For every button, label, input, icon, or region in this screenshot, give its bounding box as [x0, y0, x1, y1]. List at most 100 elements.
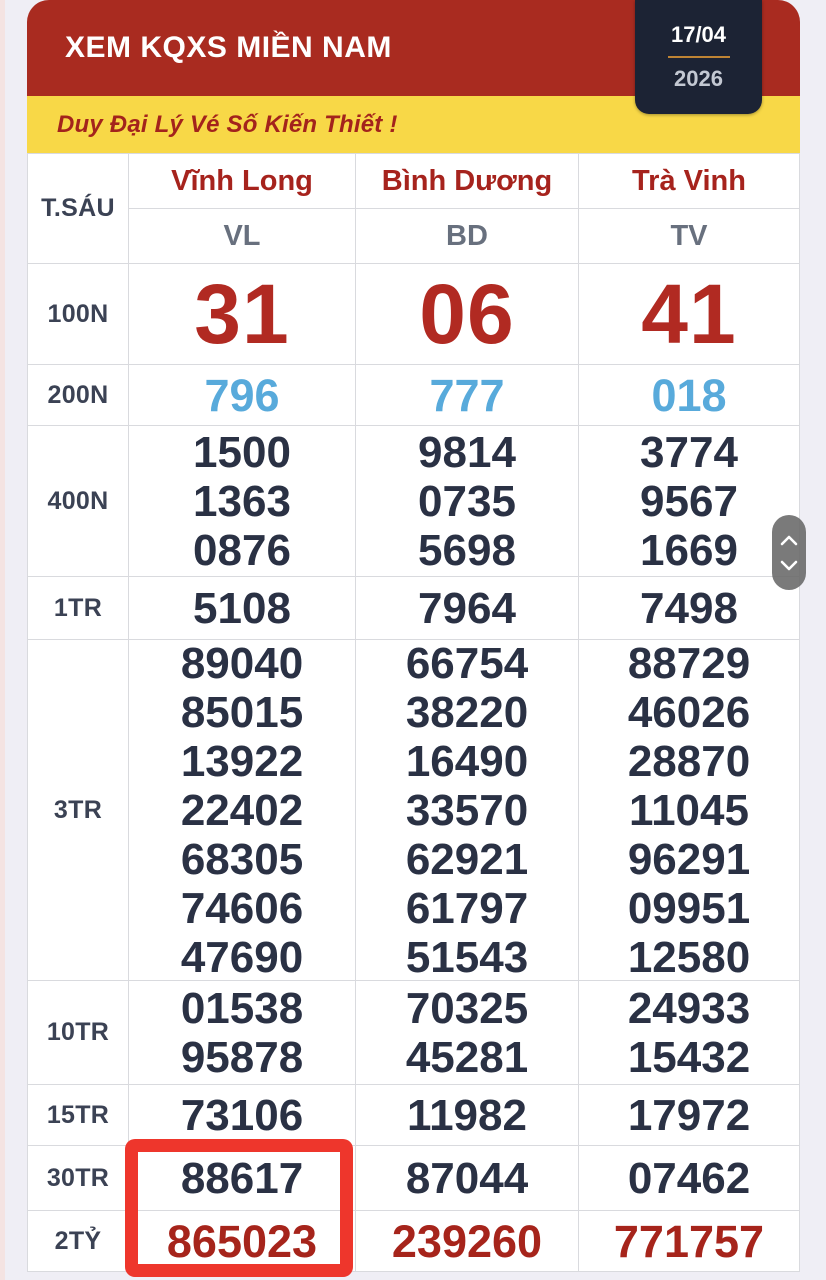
cell-text: Trà Vinh	[632, 164, 746, 197]
result-cell-BD-200N: 777	[356, 365, 578, 425]
result-number: 11982	[407, 1090, 527, 1140]
cell-text: 2TỶ	[54, 1226, 102, 1255]
result-number: 11045	[629, 785, 749, 835]
result-number: 239260	[391, 1215, 543, 1267]
result-number: 07462	[627, 1153, 751, 1203]
result-cell-VL-30TR: 88617	[129, 1146, 355, 1210]
result-number: 87044	[405, 1153, 529, 1203]
result-number: 47690	[180, 932, 304, 981]
result-number: 89040	[180, 640, 304, 688]
prize-label-15TR: 15TR	[28, 1085, 128, 1145]
date-day: 17/04	[670, 22, 727, 47]
result-number: 66754	[405, 640, 529, 688]
result-number: 771757	[613, 1215, 765, 1267]
result-number: 70325	[405, 983, 529, 1033]
cell-text: BD	[446, 219, 488, 252]
result-number: 96291	[627, 834, 751, 884]
prize-label-100N: 100N	[28, 264, 128, 364]
province-name-TV: Trà Vinh	[579, 154, 799, 208]
result-number: 73106	[180, 1090, 304, 1140]
result-number: 45281	[405, 1032, 529, 1082]
scroll-widget[interactable]	[772, 515, 806, 590]
result-number: 38220	[405, 687, 529, 737]
cell-text: VL	[223, 219, 261, 252]
cell-text: Bình Dương	[381, 164, 553, 197]
chevron-up-icon[interactable]	[780, 535, 798, 546]
result-number: 51543	[405, 932, 529, 981]
province-code-VL: VL	[129, 209, 355, 263]
promo-banner: Duy Đại Lý Vé Số Kiến Thiết !	[27, 96, 800, 153]
result-number: 865023	[166, 1215, 318, 1267]
chevron-down-icon[interactable]	[780, 560, 798, 571]
result-number: 17972	[627, 1090, 751, 1140]
result-number: 09951	[627, 883, 751, 933]
result-cell-BD-30TR: 87044	[356, 1146, 578, 1210]
result-cell-VL-1TR: 5108	[129, 577, 355, 639]
result-number: 88729	[627, 640, 751, 688]
result-number: 0876	[193, 525, 291, 575]
result-number: 68305	[180, 834, 304, 884]
result-number: 62921	[405, 834, 529, 884]
province-code-TV: TV	[579, 209, 799, 263]
result-number: 16490	[405, 736, 529, 786]
result-cell-TV-100N: 41	[579, 264, 799, 364]
cell-text: 30TR	[46, 1163, 110, 1192]
cell-text: T.SÁU	[41, 194, 115, 222]
result-cell-TV-200N: 018	[579, 365, 799, 425]
result-number: 7964	[418, 583, 516, 633]
result-cell-BD-3TR: 66754 38220 16490 33570 62921 61797 51543	[356, 640, 578, 980]
result-cell-TV-1TR: 7498	[579, 577, 799, 639]
result-number: 95878	[180, 1032, 304, 1082]
lottery-results-card: XEM KQXS MIỀN NAM 17/04 2026 Duy Đại Lý …	[27, 0, 800, 1272]
result-number: 06	[419, 267, 515, 361]
result-number: 88617	[180, 1153, 304, 1203]
result-number: 46026	[627, 687, 751, 737]
result-cell-TV-3TR: 88729 46026 28870 11045 96291 09951 12580	[579, 640, 799, 980]
result-number: 13922	[180, 736, 304, 786]
prize-label-200N: 200N	[28, 365, 128, 425]
result-cell-BD-10TR: 70325 45281	[356, 981, 578, 1084]
prize-label-3TR: 3TR	[28, 640, 128, 980]
result-number: 01538	[180, 983, 304, 1033]
results-table: T.SÁU Vĩnh Long Bình Dương Trà Vinh VL BD TV 10…	[27, 153, 800, 1272]
result-cell-VL-200N: 796	[129, 365, 355, 425]
result-number: 85015	[180, 687, 304, 737]
result-number: 5108	[193, 583, 291, 633]
result-cell-BD-2TỶ: 239260	[356, 1211, 578, 1271]
result-cell-VL-3TR: 89040 85015 13922 22402 68305 74606 47690	[129, 640, 355, 980]
cell-text: 10TR	[46, 1018, 110, 1046]
result-number: 22402	[180, 785, 304, 835]
result-number: 12580	[627, 932, 751, 981]
result-cell-TV-400N: 3774 9567 1669	[579, 426, 799, 576]
province-code-BD: BD	[356, 209, 578, 263]
prize-label-400N: 400N	[28, 426, 128, 576]
page-left-strip	[0, 0, 5, 1280]
date-divider	[667, 56, 730, 58]
page-title: XEM KQXS MIỀN NAM	[65, 31, 392, 64]
cell-text: 400N	[47, 486, 109, 515]
result-cell-BD-100N: 06	[356, 264, 578, 364]
result-number: 777	[429, 369, 505, 421]
result-number: 61797	[405, 883, 529, 933]
result-number: 1363	[193, 476, 291, 526]
result-cell-TV-10TR: 24933 15432	[579, 981, 799, 1084]
result-number: 9567	[640, 476, 738, 526]
cell-text: Vĩnh Long	[171, 164, 313, 197]
result-number: 28870	[627, 736, 751, 786]
result-number: 1669	[640, 525, 738, 575]
result-number: 3774	[640, 427, 738, 477]
date-box[interactable]: 17/04 2026	[635, 0, 762, 114]
result-cell-TV-2TỶ: 771757	[579, 1211, 799, 1271]
result-cell-VL-2TỶ: 865023	[129, 1211, 355, 1271]
result-cell-VL-15TR: 73106	[129, 1085, 355, 1145]
province-name-VL: Vĩnh Long	[129, 154, 355, 208]
result-number: 0735	[418, 476, 516, 526]
result-cell-VL-10TR: 01538 95878	[129, 981, 355, 1084]
cell-text: 200N	[47, 380, 109, 409]
province-name-BD: Bình Dương	[356, 154, 578, 208]
result-number: 31	[194, 267, 290, 361]
day-label: T.SÁU	[28, 154, 128, 263]
result-cell-BD-1TR: 7964	[356, 577, 578, 639]
result-number: 74606	[180, 883, 304, 933]
result-number: 7498	[640, 583, 738, 633]
